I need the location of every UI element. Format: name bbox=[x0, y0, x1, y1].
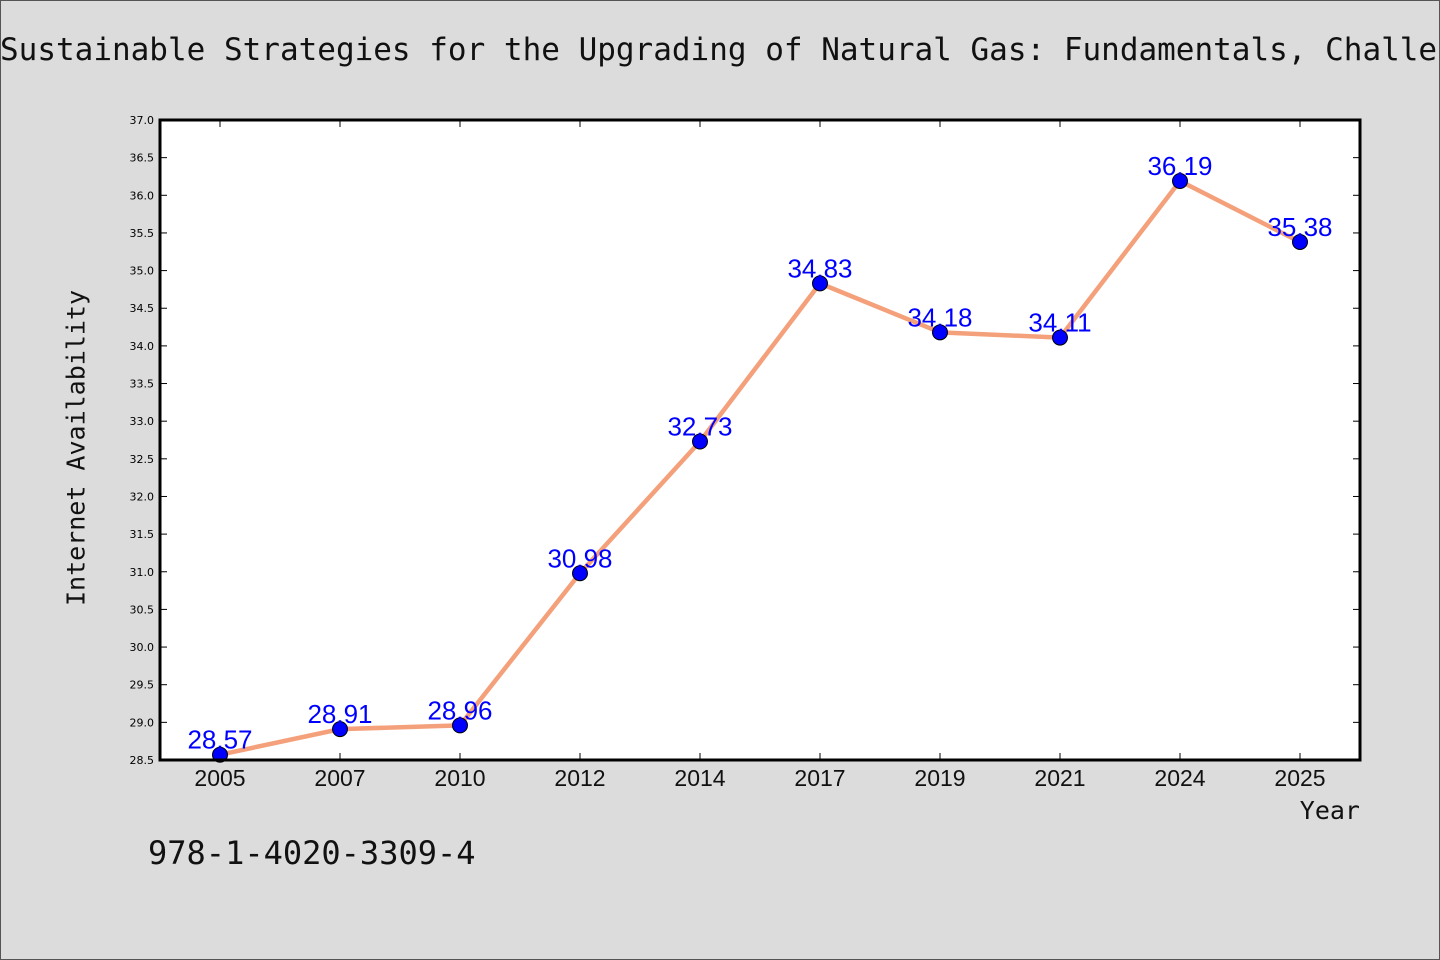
y-tick-label: 36.5 bbox=[130, 152, 155, 165]
y-tick-label: 33.0 bbox=[130, 415, 155, 428]
y-axis-ticks: 28.5 29.0 29.5 30.0 30.5 31.0 31.5 32.0 32.5 33.0… bbox=[130, 114, 1360, 767]
y-tick-label: 34.0 bbox=[130, 340, 155, 353]
data-labels: 28.57 28.91 28.96 30.98 32.73 34.83 34.18 34.11… bbox=[187, 151, 1332, 755]
y-tick-label: 31.5 bbox=[130, 528, 155, 541]
plot-area bbox=[160, 120, 1360, 760]
data-point bbox=[812, 275, 828, 292]
x-tick-label: 2021 bbox=[1034, 765, 1085, 791]
footer-isbn: 978-1-4020-3309-4 bbox=[148, 834, 476, 872]
x-tick-label: 2007 bbox=[314, 765, 365, 791]
data-point bbox=[1292, 233, 1308, 250]
x-tick-label: 2025 bbox=[1274, 765, 1325, 791]
y-tick-label: 32.0 bbox=[130, 490, 155, 503]
y-tick-label: 36.0 bbox=[130, 189, 155, 202]
plot-border bbox=[158, 118, 1362, 762]
data-label: 34.11 bbox=[1028, 308, 1091, 338]
data-point bbox=[1052, 329, 1068, 346]
x-tick-label: 2014 bbox=[674, 765, 725, 791]
x-axis-ticks: 2005 2007 2010 2012 2014 2017 2019 2021 2024 2025 bbox=[194, 120, 1326, 791]
y-tick-label: 30.0 bbox=[130, 641, 155, 654]
data-point bbox=[332, 721, 348, 738]
x-tick-label: 2012 bbox=[554, 765, 605, 791]
data-point bbox=[692, 433, 708, 450]
y-tick-label: 34.5 bbox=[130, 302, 155, 315]
data-label: 28.91 bbox=[307, 699, 372, 729]
x-axis-label: Year bbox=[1299, 796, 1360, 825]
data-point bbox=[932, 324, 948, 341]
y-tick-label: 30.5 bbox=[130, 603, 155, 616]
y-tick-label: 31.0 bbox=[130, 566, 155, 579]
y-tick-label: 28.5 bbox=[130, 754, 155, 767]
series-line bbox=[219, 178, 1302, 757]
data-label: 30.98 bbox=[547, 543, 612, 573]
data-label: 34.83 bbox=[787, 253, 852, 283]
data-point bbox=[1172, 172, 1188, 189]
y-tick-label: 29.5 bbox=[130, 679, 155, 692]
data-label: 34.18 bbox=[907, 302, 972, 332]
data-point bbox=[212, 746, 228, 763]
y-tick-label: 37.0 bbox=[130, 114, 155, 127]
chart-title: Sustainable Strategies for the Upgrading… bbox=[0, 32, 1440, 68]
y-tick-label: 33.5 bbox=[130, 378, 155, 391]
data-label: 35.38 bbox=[1267, 212, 1332, 242]
data-label: 28.96 bbox=[427, 695, 492, 725]
x-tick-label: 2019 bbox=[914, 765, 965, 791]
data-label: 32.73 bbox=[667, 412, 732, 442]
x-tick-label: 2010 bbox=[434, 765, 485, 791]
y-tick-label: 35.5 bbox=[130, 227, 155, 240]
data-points bbox=[212, 172, 1308, 763]
x-tick-label: 2017 bbox=[794, 765, 845, 791]
x-tick-label: 2005 bbox=[194, 765, 245, 791]
x-tick-label: 2024 bbox=[1154, 765, 1205, 791]
data-label: 36.19 bbox=[1147, 151, 1212, 181]
data-point bbox=[452, 717, 468, 734]
y-tick-label: 32.5 bbox=[130, 453, 155, 466]
y-tick-label: 29.0 bbox=[130, 716, 155, 729]
y-tick-label: 35.0 bbox=[130, 265, 155, 278]
data-label: 28.57 bbox=[187, 725, 252, 755]
data-point bbox=[572, 565, 588, 582]
